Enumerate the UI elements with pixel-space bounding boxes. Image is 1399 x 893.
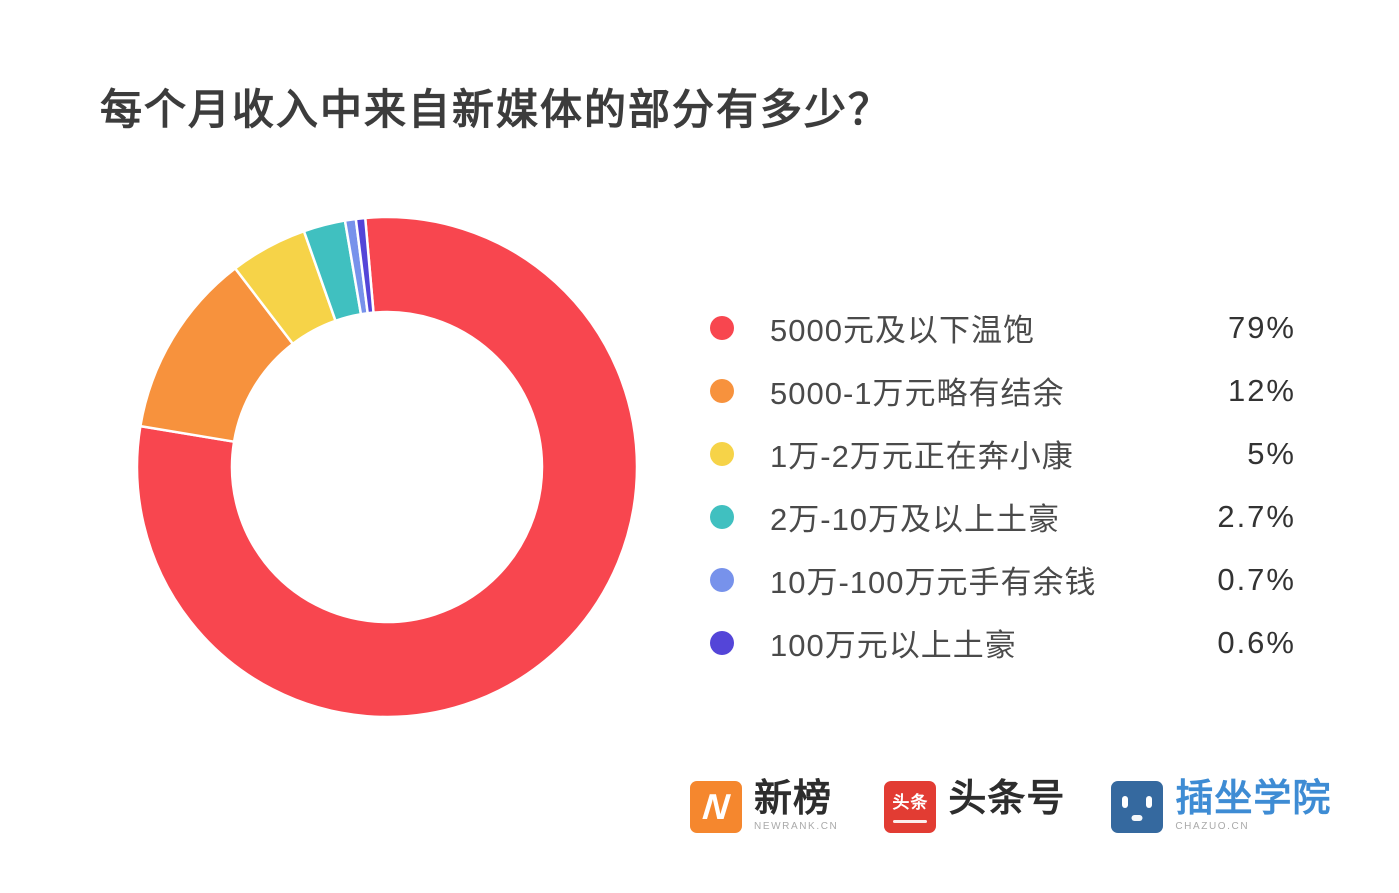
legend-dot-icon xyxy=(710,378,734,403)
toutiao-logo-glyph: 头条 xyxy=(892,793,929,812)
legend-label: 100万元以上土豪 xyxy=(770,628,1017,663)
donut-slice-5 xyxy=(354,216,375,315)
legend-row: 1万-2万元正在奔小康 5% xyxy=(710,422,1296,485)
legend-dot-icon xyxy=(710,504,734,529)
brand-toutiao: 头条 头条号 xyxy=(884,779,1065,833)
chazuo-title: 插坐学院 xyxy=(1175,778,1332,820)
legend-row: 2万-10万及以上土豪 2.7% xyxy=(710,485,1296,548)
toutiao-logo-bar xyxy=(893,820,928,823)
legend-value: 2.7% xyxy=(1217,498,1296,534)
chart-legend: 5000元及以下温饱 79% 5000-1万元略有结余 12% 1万-2万元正在奔小康 5… xyxy=(710,296,1296,674)
brand-newrank: N 新榜 NEWRANK.CN xyxy=(690,779,838,833)
donut-chart xyxy=(132,212,642,722)
legend-label: 5000元及以下温饱 xyxy=(770,313,1035,348)
legend-value: 0.7% xyxy=(1217,561,1296,597)
legend-label: 5000-1万元略有结余 xyxy=(770,376,1065,411)
legend-row: 100万元以上土豪 0.6% xyxy=(710,611,1296,674)
legend-row: 5000-1万元略有结余 12% xyxy=(710,359,1296,422)
robot-mouth-icon xyxy=(1131,815,1143,821)
legend-row: 5000元及以下温饱 79% xyxy=(710,296,1296,359)
legend-value: 12% xyxy=(1227,372,1296,408)
robot-eye-icon xyxy=(1122,796,1129,808)
chazuo-subtitle: CHAZUO.CN xyxy=(1175,821,1250,832)
newrank-logo-icon: N xyxy=(690,781,742,833)
donut-slice-0 xyxy=(135,215,639,719)
legend-value: 5% xyxy=(1247,435,1296,471)
donut-chart-svg xyxy=(135,215,639,719)
legend-value: 0.6% xyxy=(1217,624,1296,660)
footer-brand-row: N 新榜 NEWRANK.CN 头条 头条号 插坐学院 xyxy=(690,779,1331,833)
newrank-title: 新榜 xyxy=(754,778,833,820)
robot-eye-icon xyxy=(1146,796,1153,808)
toutiao-logo-icon: 头条 xyxy=(884,781,937,833)
legend-label: 2万-10万及以上土豪 xyxy=(770,502,1061,537)
chazuo-logo-icon xyxy=(1111,781,1164,833)
chart-title: 每个月收入中来自新媒体的部分有多少？ xyxy=(100,86,893,133)
legend-label: 1万-2万元正在奔小康 xyxy=(770,439,1074,474)
newrank-subtitle: NEWRANK.CN xyxy=(754,821,839,832)
newrank-n-glyph: N xyxy=(700,786,732,827)
legend-dot-icon xyxy=(710,630,734,655)
legend-dot-icon xyxy=(710,567,734,592)
legend-row: 10万-100万元手有余钱 0.7% xyxy=(710,548,1296,611)
legend-value: 79% xyxy=(1227,309,1296,345)
legend-dot-icon xyxy=(710,441,734,466)
brand-chazuo: 插坐学院 CHAZUO.CN xyxy=(1111,779,1331,833)
toutiao-title: 头条号 xyxy=(948,778,1066,820)
legend-label: 10万-100万元手有余钱 xyxy=(770,565,1097,600)
legend-dot-icon xyxy=(710,315,734,340)
